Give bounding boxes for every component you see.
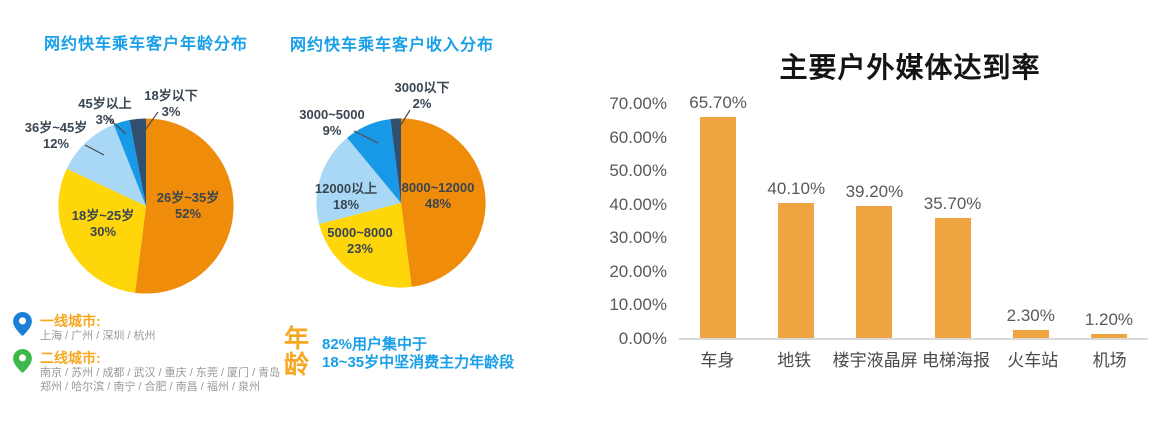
bar-楼宇液晶屏 <box>856 206 893 338</box>
tier2-cities-list-line2: 郑州 / 哈尔滨 / 南宁 / 合肥 / 南昌 / 福州 / 泉州 <box>40 381 261 393</box>
y-axis-tick-label: 60.00% <box>609 127 667 147</box>
y-axis-tick-label: 0.00% <box>618 329 667 348</box>
age-pie-label-26-35: 26岁~35岁 52% <box>156 190 220 221</box>
income-pie-label-below3000: 3000以下 2% <box>394 80 450 111</box>
tier2-cities-list-line1: 南京 / 苏州 / 成都 / 武汉 / 重庆 / 东莞 / 厦门 / 青岛 <box>40 367 281 379</box>
y-axis-tick-label: 70.00% <box>609 94 667 113</box>
pie-slice-18岁~25岁 <box>58 168 146 293</box>
age-note-line1: 82%用户集中于 <box>322 336 428 353</box>
pie-slice-12000以上 <box>316 137 401 225</box>
bar-column-机场: 1.20% <box>1070 103 1148 338</box>
bar-column-电梯海报: 35.70% <box>914 103 992 338</box>
bar-category-label: 电梯海报 <box>921 351 990 370</box>
y-axis-tick-label: 40.00% <box>609 194 667 214</box>
age-pie-label-under18: 18岁以下 3% <box>144 88 198 119</box>
bar-column-楼宇液晶屏: 39.20% <box>835 103 913 338</box>
y-axis-tick-label: 30.00% <box>609 228 667 248</box>
bar-机场 <box>1090 334 1127 338</box>
bar-chart-plot-area: 65.70% 40.10% 39.20% 35.70% 2.30% 1.20% <box>679 93 1148 340</box>
bar-column-车身: 65.70% <box>679 93 757 338</box>
tier2-map-pin-icon <box>13 349 32 373</box>
age-pie-chart <box>58 118 234 294</box>
bar-chart-x-axis: 车身 地铁 楼宇液晶屏 电梯海报 火车站 机场 <box>679 346 1148 371</box>
income-pie-label-above12000: 12000以上 18% <box>314 181 378 212</box>
income-pie-label-5000-8000: 5000~8000 23% <box>327 225 393 256</box>
age-pie-label-18-25: 18岁~25岁 30% <box>71 208 135 239</box>
y-axis-tick-label: 50.00% <box>609 161 667 181</box>
pie-slice-8000~12000 <box>401 118 486 287</box>
bar-column-地铁: 40.10% <box>757 103 835 338</box>
income-pie-chart <box>316 118 486 288</box>
income-pie-label-8000-12000: 8000~12000 48% <box>401 180 475 211</box>
bar-category-label: 楼宇液晶屏 <box>832 351 918 370</box>
bar-电梯海报 <box>934 218 971 338</box>
bar-value-label: 2.30% <box>1006 306 1055 326</box>
age-note-label: 年龄 <box>283 325 309 379</box>
bar-value-label: 35.70% <box>923 194 982 214</box>
bar-category-label: 机场 <box>1092 351 1127 370</box>
bar-category-label: 车身 <box>700 351 735 370</box>
bar-火车站 <box>1012 330 1049 338</box>
pie-slice-3000以下 <box>390 118 401 203</box>
y-axis-tick-label: 20.00% <box>609 261 667 281</box>
bar-地铁 <box>778 203 815 338</box>
income-pie-label-3000-5000: 3000~5000 9% <box>299 107 365 138</box>
bar-value-label: 1.20% <box>1084 310 1134 329</box>
age-pie-label-36-45: 36岁~45岁 12% <box>24 120 88 151</box>
bar-column-火车站: 2.30% <box>992 103 1070 338</box>
bar-category-label: 火车站 <box>1007 351 1059 370</box>
tier1-cities-list: 上海 / 广州 / 深圳 / 杭州 <box>40 330 156 342</box>
age-pie-title: 网约快车乘车客户年龄分布 <box>43 36 248 53</box>
tier1-cities-label: 一线城市: <box>40 313 101 329</box>
bar-chart-y-axis: 70.00% 60.00% 50.00% 40.00% 30.00% 20.00% 10.0… <box>558 95 667 355</box>
bar-category-label: 地铁 <box>777 351 812 370</box>
bar-value-label: 39.20% <box>845 182 904 202</box>
income-pie-title: 网约快车乘车客户收入分布 <box>290 37 495 54</box>
pie-slice-18岁以下 <box>129 118 146 206</box>
bar-value-label: 65.70% <box>689 93 747 113</box>
bar-chart-title: 主要户外媒体达到率 <box>779 52 1041 83</box>
pie-slice-26岁~35岁 <box>135 118 234 294</box>
tier2-cities-label: 二线城市: <box>40 350 101 366</box>
pie-slice-5000~8000 <box>319 203 412 288</box>
pie-slice-45岁以上 <box>113 119 146 206</box>
y-axis-tick-label: 10.00% <box>609 295 667 315</box>
bar-value-label: 40.10% <box>767 179 826 199</box>
bar-车身 <box>700 117 737 338</box>
age-note-line2: 18~35岁中坚消费主力年龄段 <box>322 354 515 371</box>
tier1-map-pin-icon <box>13 312 32 336</box>
